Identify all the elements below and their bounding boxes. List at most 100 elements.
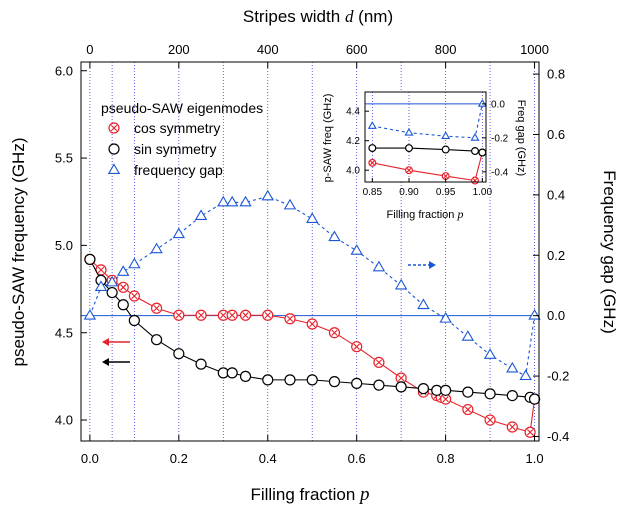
data-point	[261, 189, 274, 201]
data-point	[368, 158, 377, 167]
data-point	[470, 132, 480, 141]
data-point	[117, 281, 129, 293]
data-point	[506, 421, 518, 433]
data-point	[239, 370, 252, 382]
data-point	[284, 313, 296, 325]
x-tick-label: 0.95	[436, 187, 456, 198]
inset-y-axis-label: p-SAW freq (GHz)	[322, 94, 334, 183]
x-tick-label: 0.8	[437, 451, 455, 466]
data-point	[441, 131, 451, 140]
y-tick-label: 6.0	[55, 63, 73, 78]
main-series	[83, 189, 541, 438]
y-tick-label: 4.0	[55, 413, 73, 428]
y-tick-label: 4.4	[346, 107, 360, 118]
y-tick-label: 4.2	[346, 136, 360, 147]
data-point	[83, 309, 97, 320]
data-point	[368, 144, 377, 153]
inset-plot-frame	[364, 91, 487, 183]
y2-tick-label: -0.4	[491, 167, 509, 178]
data-point	[94, 280, 108, 291]
legend-label: sin symmetry	[134, 141, 216, 157]
data-point	[239, 309, 252, 321]
data-point	[173, 348, 185, 360]
y2-tick-label: -0.4	[547, 429, 569, 444]
y2-tick-label: 0.2	[547, 248, 565, 263]
y-axis-label: pseudo-SAW frequency (GHz)	[9, 138, 28, 367]
data-point	[417, 298, 430, 310]
data-point	[461, 330, 475, 341]
legend-marker	[108, 122, 120, 134]
top-tick-label: 800	[435, 42, 457, 57]
y-tick-label: 5.5	[55, 151, 73, 166]
data-point	[519, 369, 532, 381]
inset-background	[365, 92, 486, 182]
data-point	[477, 99, 487, 107]
data-point	[372, 260, 386, 272]
data-point	[128, 290, 140, 302]
top-axis-label: Stripes width d (nm)	[243, 7, 393, 26]
data-point	[306, 318, 318, 330]
data-point	[128, 314, 140, 327]
data-point	[506, 389, 518, 402]
y-tick-label: 4.0	[346, 166, 360, 177]
top-tick-label: 600	[346, 42, 368, 57]
direction-arrow	[408, 261, 436, 269]
data-point	[439, 312, 452, 323]
main-ticks: 0.0 0.2 0.4 0.6 0.8 1.0 4.0 4.5 5.0 5.5 6.0 -0.4 -0.…	[55, 42, 569, 466]
data-point	[417, 383, 429, 395]
data-point	[306, 374, 318, 386]
data-point	[195, 309, 207, 321]
data-point	[328, 327, 341, 339]
data-point	[150, 302, 163, 314]
y-tick-label: 4.5	[55, 325, 73, 340]
data-point	[226, 367, 238, 379]
data-point	[404, 127, 414, 136]
data-point	[239, 195, 252, 207]
data-point	[284, 374, 296, 386]
data-point	[524, 426, 536, 438]
direction-arrow	[102, 358, 130, 366]
data-point	[483, 348, 497, 359]
legend-title: pseudo-SAW eigenmodes	[101, 100, 263, 116]
data-point	[350, 244, 363, 255]
x-tick-label: 1.0	[526, 451, 544, 466]
y2-tick-label: 0.0	[491, 99, 505, 110]
data-point	[226, 309, 238, 321]
data-point	[528, 393, 541, 405]
data-point	[528, 309, 541, 320]
data-point	[194, 209, 208, 220]
y2-tick-label: 0.4	[547, 187, 565, 202]
inset-x-axis-label: Filling fraction p	[387, 207, 464, 221]
series-line	[89, 195, 536, 377]
x-tick-label: 0.85	[363, 187, 383, 198]
top-tick-label: 0	[86, 42, 93, 57]
inset-y2-axis-label: Freq gap (GHz)	[515, 100, 527, 176]
x-tick-label: 0.90	[399, 187, 419, 198]
top-tick-label: 400	[257, 42, 279, 57]
data-point	[173, 309, 185, 321]
data-point	[462, 386, 474, 398]
legend-label: cos symmetry	[134, 120, 220, 136]
x-axis-label: Filling fraction p	[250, 484, 369, 505]
y-tick-label: 5.0	[55, 238, 73, 253]
data-point	[306, 212, 319, 224]
legend-label: frequency gap	[134, 162, 223, 178]
legend: pseudo-SAW eigenmodes cos symmetry sin sy…	[101, 100, 263, 178]
data-point	[405, 144, 414, 153]
data-point	[84, 253, 96, 265]
data-point	[217, 195, 230, 207]
data-point	[440, 384, 452, 396]
y2-tick-label: 0.6	[547, 127, 565, 142]
y2-tick-label: -0.2	[547, 369, 569, 384]
main-plot-frame	[80, 61, 540, 442]
data-point	[373, 356, 385, 369]
data-point	[106, 286, 118, 299]
x-tick-label: 0.6	[348, 451, 366, 466]
data-point	[471, 176, 480, 185]
data-point	[478, 148, 487, 157]
y2-tick-label: 0.0	[547, 308, 565, 323]
x-tick-label: 1.00	[473, 187, 493, 198]
top-tick-label: 1000	[520, 42, 549, 57]
data-point	[195, 358, 207, 370]
data-point	[351, 341, 363, 353]
